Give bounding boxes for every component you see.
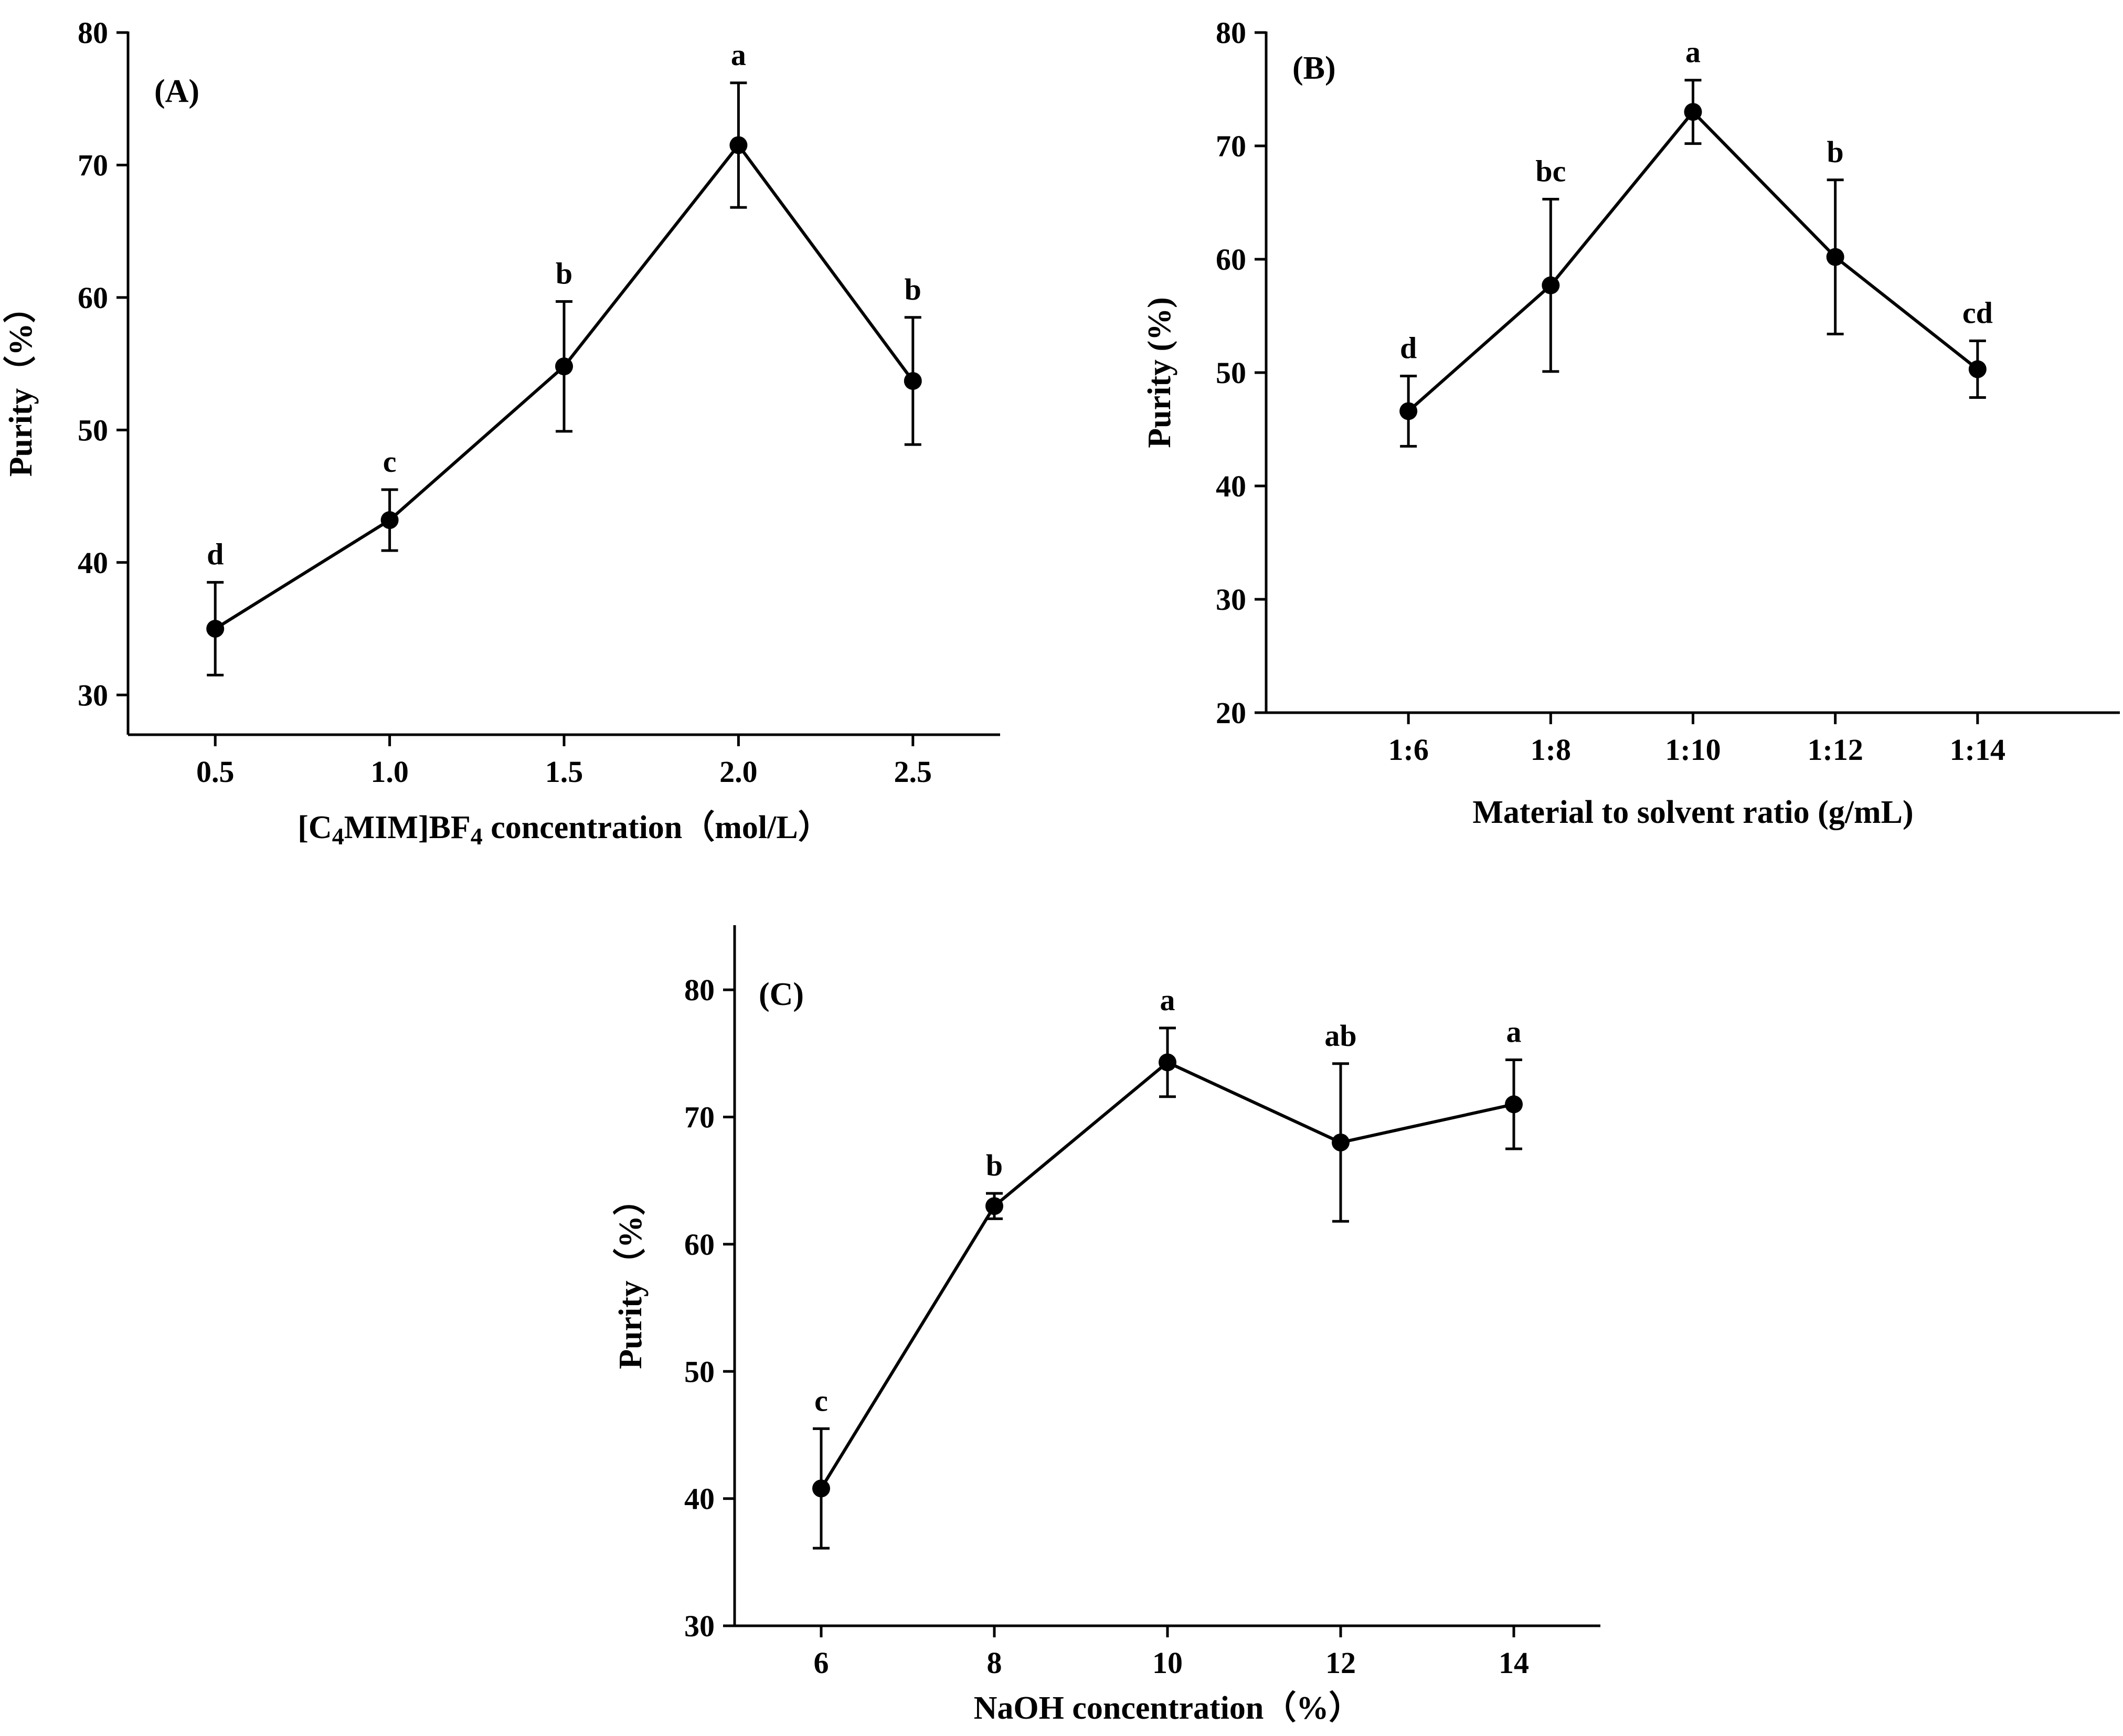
y-tick-label: 60	[684, 1227, 715, 1262]
panel-label: (A)	[154, 73, 199, 109]
significance-label: a	[1506, 1014, 1522, 1049]
y-tick-label: 80	[1216, 16, 1246, 50]
y-tick-label: 60	[1216, 242, 1246, 277]
y-tick-label: 40	[78, 546, 108, 580]
x-axis-label-subscript: 4	[471, 823, 483, 850]
data-point	[380, 511, 399, 530]
significance-label: ab	[1324, 1019, 1356, 1053]
x-tick-label: 2.5	[894, 755, 932, 789]
x-tick-label: 1.5	[545, 755, 583, 789]
data-point	[729, 136, 748, 154]
significance-label: cd	[1962, 296, 1993, 330]
y-tick-label: 80	[684, 973, 715, 1007]
x-tick-label: 8	[987, 1646, 1002, 1680]
x-tick-label: 0.5	[196, 755, 235, 789]
data-point	[904, 372, 922, 390]
significance-label: b	[556, 256, 572, 290]
y-tick-label: 60	[78, 281, 108, 315]
x-tick-label: 14	[1499, 1646, 1529, 1680]
x-axis-label-part: [C	[298, 810, 332, 845]
y-tick-label: 80	[78, 16, 108, 50]
chart-panel-3: 30 40 50 60 70 80 6 8 10 12 14 Purity（%） NaOH concen…	[612, 925, 1600, 1726]
y-tick-label: 70	[78, 148, 108, 182]
x-axis-label: NaOH concentration（%）	[974, 1689, 1362, 1726]
y-axis-label: Purity（%）	[612, 1183, 649, 1369]
significance-label: c	[383, 444, 397, 479]
x-tick-label: 1.0	[370, 755, 409, 789]
significance-label: a	[1160, 983, 1175, 1017]
y-tick-label: 40	[1216, 469, 1246, 503]
significance-label: d	[207, 537, 224, 571]
x-axis-label-part: concentration（mol/L）	[483, 809, 831, 845]
chart-panel-2: 20 30 40 50 60 70 80 1:6 1:8 1:10 1:12 1:14 Purity (…	[1142, 16, 2120, 830]
data-point	[1542, 276, 1560, 294]
x-axis-label: [C4MIM]BF4 concentration（mol/L）	[298, 809, 830, 850]
y-tick-label: 30	[1216, 583, 1246, 617]
significance-label: c	[814, 1383, 828, 1417]
significance-label: a	[731, 38, 746, 72]
data-point	[1684, 103, 1702, 121]
significance-label: bc	[1535, 154, 1566, 188]
x-tick-label: 1:12	[1808, 733, 1863, 767]
data-point	[1399, 402, 1418, 420]
x-tick-label: 2.0	[719, 755, 758, 789]
x-axis-label: Material to solvent ratio (g/mL)	[1472, 795, 1913, 830]
data-point	[1332, 1134, 1350, 1152]
panel-label: (B)	[1292, 50, 1336, 86]
y-tick-label: 50	[78, 413, 108, 447]
data-point	[985, 1197, 1003, 1215]
x-tick-label: 1:8	[1531, 733, 1571, 767]
significance-label: b	[986, 1148, 1003, 1182]
significance-label: b	[905, 272, 921, 306]
x-axis-label-subscript: 4	[332, 823, 344, 850]
y-tick-label: 30	[78, 678, 108, 712]
y-axis-label: Purity（%）	[2, 291, 39, 477]
series-line	[1407, 109, 1979, 412]
data-point	[1826, 248, 1844, 266]
panel-label: (C)	[759, 977, 804, 1012]
x-tick-label: 12	[1325, 1646, 1356, 1680]
x-tick-label: 6	[814, 1646, 829, 1680]
x-axis-label-part: MIM]BF	[344, 810, 471, 845]
data-point	[1505, 1095, 1523, 1114]
data-point	[1159, 1053, 1176, 1072]
data-point	[1968, 360, 1987, 378]
y-axis-label: Purity (%)	[1142, 297, 1177, 448]
significance-label: b	[1827, 135, 1844, 169]
x-tick-label: 10	[1152, 1646, 1183, 1680]
y-tick-label: 40	[684, 1482, 715, 1516]
y-tick-label: 50	[684, 1354, 715, 1389]
y-tick-label: 70	[1216, 129, 1246, 163]
x-tick-label: 1:10	[1665, 733, 1721, 767]
y-tick-label: 30	[684, 1609, 715, 1643]
y-tick-label: 20	[1216, 696, 1246, 730]
data-point	[812, 1479, 830, 1498]
data-point	[206, 620, 225, 638]
x-tick-label: 1:6	[1388, 733, 1429, 767]
x-tick-label: 1:14	[1950, 733, 2005, 767]
series-line	[820, 1060, 1514, 1489]
data-point	[555, 357, 573, 376]
y-tick-label: 70	[684, 1100, 715, 1135]
significance-label: a	[1685, 35, 1701, 69]
significance-label: d	[1400, 331, 1417, 365]
y-tick-label: 50	[1216, 356, 1246, 390]
